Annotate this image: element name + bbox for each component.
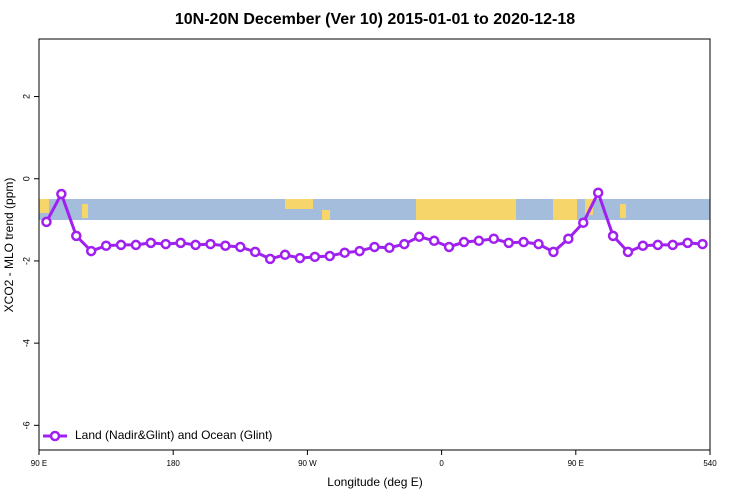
data-point [115,239,127,251]
data-point [578,217,589,228]
data-point [309,251,321,263]
data-point [384,242,395,254]
data-point [324,250,336,262]
x-tick-label: 90 W [298,459,317,468]
data-point [249,246,261,258]
x-tick-label: 180 [167,459,181,468]
y-tick-label: 0 [21,176,31,181]
x-axis-label: Longitude (deg E) [327,475,422,489]
chart-title: 10N-20N December (Ver 10) 2015-01-01 to … [175,11,575,28]
y-axis-label: XCO2 - MLO trend (ppm) [2,178,16,313]
data-point [235,241,246,253]
data-point [667,239,678,251]
data-point [41,216,52,228]
y-tick-label: -2 [21,257,31,265]
data-point [518,236,529,248]
data-point [399,238,410,250]
data-point [622,246,634,258]
data-point [160,238,171,250]
data-point [354,245,365,257]
data-point [56,188,67,200]
data-point [369,241,380,253]
data-point [100,240,112,251]
map-strip [39,199,710,220]
legend-marker [49,430,61,442]
data-point [130,239,142,251]
data-point [458,236,470,248]
data-point [279,249,291,261]
data-point [548,246,559,258]
data-point [652,239,664,251]
x-tick-label: 0 [439,459,444,468]
x-tick-label: 90 E [31,459,47,468]
data-point [220,240,231,251]
data-point [697,238,708,250]
legend-label: Land (Nadir&Glint) and Ocean (Glint) [75,428,272,442]
y-tick-label: 2 [21,94,31,99]
data-point [443,241,455,253]
data-point [339,247,350,258]
data-point [473,235,485,247]
data-point [190,239,201,251]
data-point [413,231,425,242]
data-point [264,253,276,265]
data-point [592,187,604,198]
data-point [145,237,157,249]
data-point [175,237,186,249]
data-point [563,233,574,244]
data-point [533,238,544,250]
data-point [637,240,649,251]
x-tick-label: 540 [703,459,717,468]
y-tick-label: -6 [21,421,31,429]
data-point [488,233,500,244]
data-point [607,230,619,242]
data-point [85,245,97,257]
x-tick-label: 90 E [568,459,584,468]
data-point [428,235,440,247]
data-point [71,230,82,242]
data-point [294,252,306,264]
y-tick-label: -4 [21,339,31,347]
data-point [205,238,216,250]
data-point [682,237,693,249]
plot-frame [38,38,711,451]
data-point [503,237,514,249]
